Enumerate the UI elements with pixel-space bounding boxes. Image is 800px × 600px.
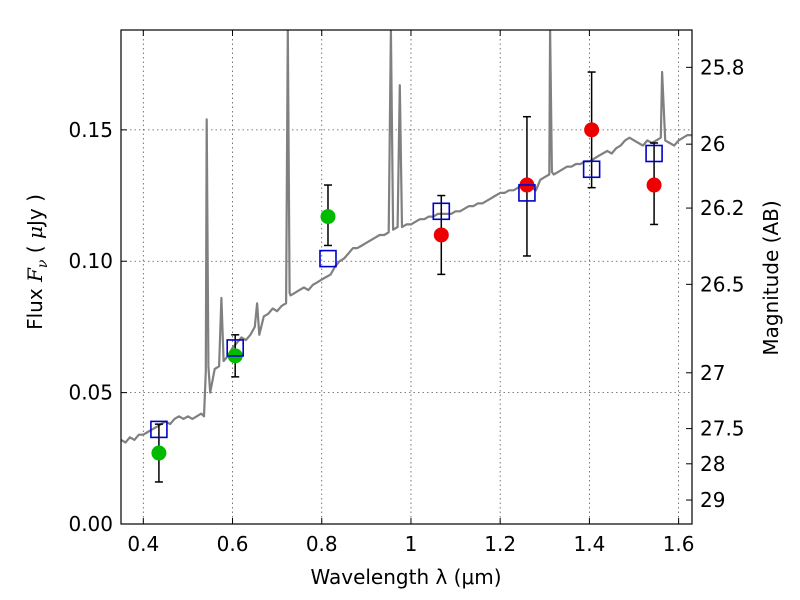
magnitude-tick-label: 25.8 — [700, 55, 745, 79]
magnitude-tick-label: 29 — [700, 488, 725, 512]
y-tick-label: 0.10 — [68, 249, 113, 273]
magnitude-tick-label: 26 — [700, 132, 725, 156]
model-photometry-square — [582, 160, 601, 179]
magnitude-tick-label: 28 — [700, 452, 725, 476]
x-tick-label: 0.6 — [217, 532, 249, 556]
model-spectrum — [121, 30, 692, 444]
model-photometry-square — [226, 339, 244, 357]
y-tick-label: 0.05 — [68, 381, 113, 405]
magnitude-tick-label: 26.2 — [700, 196, 745, 220]
model-photometry-square — [432, 202, 451, 221]
observed-point — [584, 122, 600, 138]
y-axis-ticks: 0.00 0.05 0.10 0.15 — [68, 118, 127, 536]
x-tick-label: 1 — [405, 532, 418, 556]
observed-point — [320, 209, 336, 225]
y-tick-label: 0.15 — [68, 118, 113, 142]
plot-frame — [120, 29, 693, 525]
model-photometry-points — [150, 144, 663, 439]
x-tick-label: 0.8 — [306, 532, 338, 556]
y-axis-title-unit: Jy ) — [23, 194, 47, 228]
model-photometry-square — [319, 249, 337, 268]
observed-point — [433, 227, 449, 243]
magnitude-tick-label: 27 — [700, 361, 725, 385]
magnitude-tick-label: 27.5 — [700, 417, 745, 441]
y-axis-title-subscript: ν — [35, 259, 51, 268]
magnitude-tick-label: 26.5 — [700, 272, 745, 296]
model-photometry-square — [645, 144, 663, 163]
observed-point — [646, 177, 662, 193]
x-tick-label: 1.4 — [573, 532, 605, 556]
model-photometry-square — [150, 420, 168, 439]
spectrum-line — [121, 30, 692, 444]
y-axis-title-word: Flux — [23, 282, 47, 330]
y-axis-title-mu: μ — [23, 226, 47, 239]
model-photometry-square — [518, 184, 536, 202]
y-axis-title-symbol: F — [23, 267, 47, 283]
magnitude-axis-ticks: 25.8 26 26.2 26.5 27 27.5 28 29 — [686, 55, 745, 512]
y-axis-title-paren: ( — [23, 239, 47, 260]
x-axis-title: Wavelength λ (μm) — [310, 565, 501, 589]
x-axis-ticks: 0.4 0.6 0.8 1 1.2 1.4 1.6 — [127, 30, 695, 556]
y-tick-label: 0.00 — [68, 512, 113, 536]
x-tick-label: 0.4 — [127, 532, 159, 556]
y-axis-title: Flux Fν ( μJy ) — [23, 194, 51, 330]
x-tick-label: 1.2 — [484, 532, 516, 556]
observed-point — [151, 445, 167, 461]
magnitude-axis-title: Magnitude (AB) — [759, 200, 783, 355]
x-tick-label: 1.6 — [663, 532, 695, 556]
